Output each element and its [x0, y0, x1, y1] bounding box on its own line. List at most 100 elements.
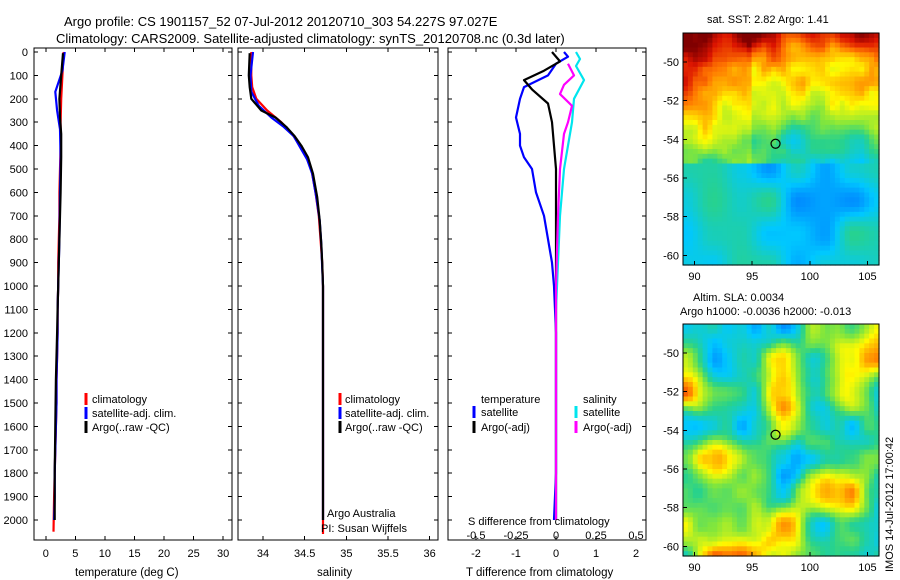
- heatmap-cell: [790, 192, 797, 198]
- heatmap-cell: [864, 396, 870, 402]
- heatmap-cell: [736, 240, 743, 247]
- heatmap-cell: [810, 444, 816, 451]
- heatmap-cell: [766, 110, 772, 116]
- heatmap-cell: [825, 216, 831, 223]
- heatmap-cell: [854, 396, 860, 402]
- heatmap-cell: [825, 498, 831, 504]
- heatmap-cell: [702, 149, 709, 155]
- heatmap-cell: [844, 187, 851, 194]
- heatmap-cell: [800, 120, 807, 126]
- heatmap-cell: [810, 245, 816, 252]
- heatmap-cell: [834, 420, 841, 427]
- heatmap-cell: [712, 178, 718, 184]
- heatmap-cell: [839, 372, 846, 378]
- heatmap-cell: [746, 488, 753, 494]
- heatmap-cell: [736, 139, 743, 145]
- heatmap-cell: [864, 115, 870, 121]
- heatmap-cell: [854, 250, 860, 256]
- heatmap-cell: [746, 47, 753, 53]
- heatmap-cell: [683, 187, 689, 194]
- heatmap-cell: [839, 338, 846, 344]
- heatmap-cell: [746, 353, 753, 359]
- heatmap-cell: [825, 546, 831, 552]
- heatmap-cell: [722, 420, 728, 427]
- heatmap-cell: [854, 192, 860, 198]
- heatmap-cell: [785, 401, 792, 407]
- heatmap-cell: [790, 129, 797, 136]
- heatmap-cell: [746, 435, 753, 441]
- figure-title-line2: Climatology: CARS2009. Satellite-adjuste…: [56, 31, 565, 46]
- heatmap-cell: [825, 357, 831, 364]
- heatmap-cell: [839, 33, 846, 39]
- heatmap-cell: [790, 512, 797, 518]
- heatmap-cell: [732, 459, 738, 465]
- heatmap-cell: [702, 551, 709, 557]
- heatmap-cell: [687, 168, 694, 174]
- heatmap-cell: [834, 493, 841, 499]
- heatmap-cell: [746, 86, 753, 92]
- heatmap-cell: [687, 240, 694, 247]
- heatmap-cell: [771, 144, 777, 150]
- heatmap-cell: [874, 115, 880, 121]
- heatmap-cell: [697, 324, 704, 330]
- heatmap-cell: [741, 382, 748, 388]
- heatmap-cell: [805, 449, 811, 456]
- heatmap-cell: [869, 353, 875, 359]
- heatmap-cell: [815, 449, 821, 456]
- heatmap-cell: [712, 541, 718, 547]
- heatmap-cell: [800, 493, 807, 499]
- heatmap-cell: [692, 353, 699, 359]
- heatmap-cell: [805, 425, 811, 431]
- heatmap-cell: [761, 391, 767, 398]
- heatmap-cell: [795, 231, 802, 237]
- heatmap-cell: [825, 47, 831, 53]
- heatmap-cell: [805, 493, 811, 499]
- heatmap-cell: [830, 134, 836, 140]
- heatmap-cell: [849, 459, 856, 465]
- heatmap-cell: [776, 76, 782, 82]
- heatmap-cell: [839, 357, 846, 364]
- heatmap-cell: [712, 478, 718, 485]
- heatmap-cell: [781, 76, 787, 82]
- heatmap-cell: [810, 129, 816, 136]
- heatmap-cell: [776, 37, 782, 44]
- heatmap-cell: [830, 411, 836, 417]
- heatmap-cell: [717, 240, 723, 247]
- heatmap-cell: [702, 377, 709, 383]
- heatmap-cell: [712, 158, 718, 165]
- heatmap-cell: [707, 250, 713, 256]
- heatmap-cell: [683, 173, 689, 179]
- heatmap-cell: [756, 124, 762, 131]
- heatmap-cell: [834, 396, 841, 402]
- heatmap-cell: [722, 527, 728, 533]
- heatmap-cell: [687, 226, 694, 232]
- heatmap-cell: [820, 478, 826, 485]
- heatmap-cell: [781, 464, 787, 470]
- heatmap-cell: [727, 47, 733, 53]
- sst-map-box: [682, 32, 880, 266]
- heatmap-cell: [859, 226, 865, 232]
- heatmap-cell: [834, 110, 841, 116]
- heatmap-cell: [781, 163, 787, 169]
- heatmap-cell: [815, 120, 821, 126]
- heatmap-cell: [810, 240, 816, 247]
- heatmap-cell: [761, 100, 767, 107]
- heatmap-cell: [776, 551, 782, 557]
- heatmap-cell: [790, 546, 797, 552]
- heatmap-cell: [849, 163, 856, 169]
- heatmap-cell: [859, 144, 865, 150]
- heatmap-cell: [766, 435, 772, 441]
- heatmap-cell: [800, 536, 807, 543]
- heatmap-cell: [830, 260, 836, 266]
- depth-tick-label: 0: [22, 47, 28, 59]
- heatmap-cell: [727, 115, 733, 121]
- heatmap-cell: [727, 197, 733, 203]
- heatmap-cell: [692, 255, 699, 261]
- heatmap-cell: [810, 250, 816, 256]
- heatmap-cell: [756, 483, 762, 489]
- heatmap-cell: [830, 386, 836, 393]
- heatmap-cell: [869, 517, 875, 523]
- heatmap-cell: [820, 415, 826, 422]
- heatmap-cell: [761, 430, 767, 436]
- heatmap-cell: [844, 425, 851, 431]
